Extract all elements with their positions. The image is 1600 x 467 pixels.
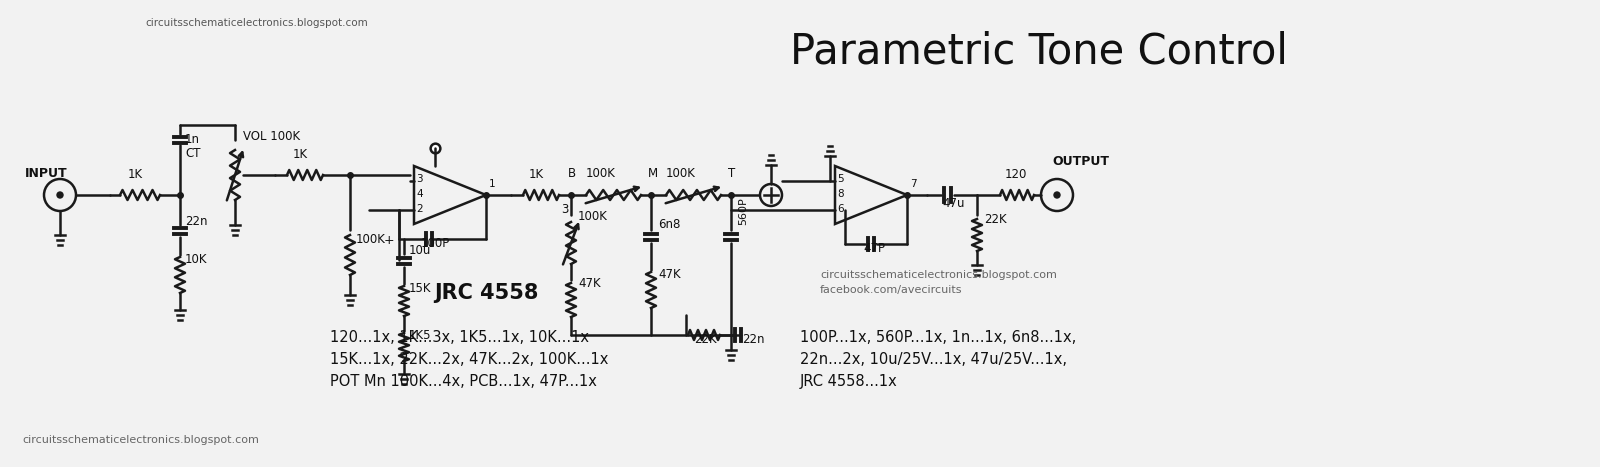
Text: B: B [568,167,576,180]
Text: 100P: 100P [421,237,450,250]
Text: 22K: 22K [694,333,717,346]
Text: 6n8: 6n8 [658,218,680,231]
Text: 15K: 15K [410,282,432,295]
Text: 6: 6 [837,204,843,213]
Text: facebook.com/avecircuits: facebook.com/avecircuits [819,285,963,295]
Text: circuitsschematicelectronics.blogspot.com: circuitsschematicelectronics.blogspot.co… [146,18,368,28]
Text: 100P...1x, 560P...1x, 1n...1x, 6n8...1x,: 100P...1x, 560P...1x, 1n...1x, 6n8...1x, [800,330,1077,345]
Text: POT Mn 100K...4x, PCB...1x, 47P...1x: POT Mn 100K...4x, PCB...1x, 47P...1x [330,374,597,389]
Text: OUTPUT: OUTPUT [1053,155,1109,168]
Text: 3: 3 [562,203,568,216]
Text: 1K: 1K [128,168,142,181]
Text: VOL 100K: VOL 100K [243,130,301,143]
Text: INPUT: INPUT [26,167,67,180]
Text: 1K: 1K [293,148,309,161]
Text: 560P: 560P [738,197,749,225]
Text: 1: 1 [490,179,496,189]
Text: 22n: 22n [742,333,765,346]
Text: 47P: 47P [862,242,885,255]
Text: 10K: 10K [186,253,208,266]
Text: 15K...1x, 22K...2x, 47K...2x, 100K...1x: 15K...1x, 22K...2x, 47K...2x, 100K...1x [330,352,608,367]
Text: 10u: 10u [410,244,432,257]
Text: circuitsschematicelectronics.blogspot.com: circuitsschematicelectronics.blogspot.co… [819,270,1058,280]
Text: CT: CT [186,147,200,160]
Text: 1K: 1K [530,168,544,181]
Text: 1K5: 1K5 [410,329,432,342]
Text: 100K: 100K [578,210,608,223]
Circle shape [1054,192,1059,198]
Text: 3: 3 [416,175,422,184]
Text: 7: 7 [910,179,917,189]
Text: 120: 120 [1005,168,1027,181]
Text: Parametric Tone Control: Parametric Tone Control [790,30,1288,72]
Text: circuitsschematicelectronics.blogspot.com: circuitsschematicelectronics.blogspot.co… [22,435,259,445]
Text: +: + [384,234,395,247]
Text: 22n: 22n [186,215,208,228]
Text: 8: 8 [837,189,843,199]
Text: 2: 2 [416,204,422,213]
Text: 47u: 47u [942,197,965,210]
Text: 120...1x, 1K...3x, 1K5...1x, 10K...1x: 120...1x, 1K...3x, 1K5...1x, 10K...1x [330,330,589,345]
Text: 4: 4 [416,189,422,199]
Text: 47K: 47K [658,268,680,281]
Text: 5: 5 [837,175,843,184]
Circle shape [58,192,62,198]
Text: 47K: 47K [578,277,600,290]
Text: 22n...2x, 10u/25V...1x, 47u/25V...1x,: 22n...2x, 10u/25V...1x, 47u/25V...1x, [800,352,1067,367]
Text: 100K: 100K [666,167,696,180]
Text: T: T [728,167,736,180]
Text: 22K: 22K [984,213,1006,226]
Text: 1n: 1n [186,133,200,146]
Text: JRC 4558...1x: JRC 4558...1x [800,374,898,389]
Text: 100K: 100K [586,167,616,180]
Text: 100K: 100K [355,233,386,246]
Text: JRC 4558: JRC 4558 [434,283,538,303]
Text: M: M [648,167,658,180]
